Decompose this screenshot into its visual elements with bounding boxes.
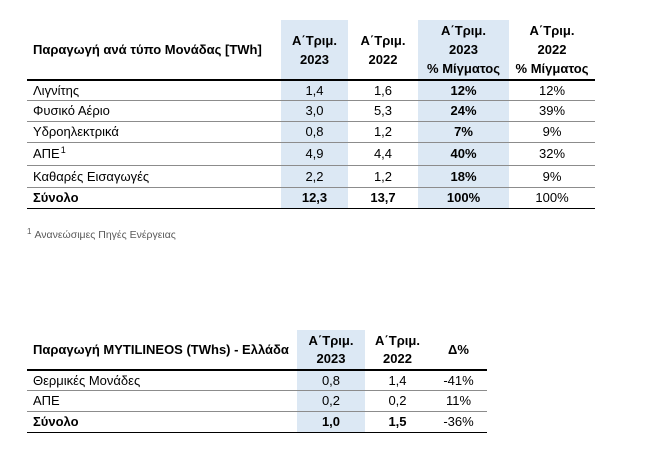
- cell-q1-2022: 13,7: [348, 187, 418, 209]
- cell-q1-2023: 4,9: [281, 142, 348, 166]
- cell-q1-2023: 0,8: [281, 121, 348, 143]
- cell-mix-q1-2023: 24%: [418, 100, 509, 122]
- header-line: Α΄Τριμ.: [375, 332, 420, 348]
- footnote-marker: 1: [27, 227, 32, 236]
- table-row: Καθαρές Εισαγωγές 2,2 1,2 18% 9%: [27, 165, 595, 188]
- header-line: 2022: [537, 42, 567, 57]
- cell-q1-2022: 4,4: [348, 142, 418, 166]
- cell-q1-2022: 1,2: [348, 121, 418, 143]
- header-line: 2023: [449, 42, 478, 57]
- column-header-q1-2023: Α΄Τριμ. 2023: [281, 20, 348, 81]
- column-header-q1-2023: Α΄Τριμ. 2023: [297, 330, 365, 371]
- cell-label: Φυσικό Αέριο: [27, 100, 281, 122]
- cell-mix-q1-2023: 12%: [418, 80, 509, 101]
- header-line: 2022: [368, 51, 398, 67]
- header-line: % Μίγματος: [515, 61, 589, 76]
- cell-mix-q1-2023: 40%: [418, 142, 509, 166]
- total-row: Σύνολο 1,0 1,5 -36%: [27, 411, 487, 433]
- cell-label: Θερμικές Μονάδες: [27, 370, 297, 391]
- cell-mix-q1-2023: 18%: [418, 165, 509, 188]
- footnote-marker: 1: [60, 145, 66, 155]
- row-label-text: ΑΠΕ: [33, 146, 60, 161]
- cell-mix-q1-2023: 100%: [418, 187, 509, 209]
- table-title: Παραγωγή ανά τύπο Μονάδας [TWh]: [27, 20, 281, 81]
- cell-label: Λιγνίτης: [27, 80, 281, 101]
- total-row: Σύνολο 12,3 13,7 100% 100%: [27, 187, 595, 209]
- header-line: Α΄Τριμ.: [308, 332, 354, 348]
- mytilineos-greece-table: Παραγωγή MYTILINEOS (TWhs) - Ελλάδα Α΄Τρ…: [27, 330, 487, 433]
- cell-q1-2022: 1,2: [348, 165, 418, 188]
- cell-label: Υδροηλεκτρικά: [27, 121, 281, 143]
- table-row: Φυσικό Αέριο 3,0 5,3 24% 39%: [27, 100, 595, 122]
- table-row: Θερμικές Μονάδες 0,8 1,4 -41%: [27, 370, 487, 391]
- table-row: Υδροηλεκτρικά 0,8 1,2 7% 9%: [27, 121, 595, 143]
- cell-mix-q1-2022: 9%: [509, 121, 595, 143]
- header-row: Παραγωγή ανά τύπο Μονάδας [TWh] Α΄Τριμ. …: [27, 20, 595, 81]
- cell-change: 11%: [430, 390, 487, 412]
- column-header-change: Δ%: [430, 330, 487, 371]
- table-row: ΑΠΕ1 4,9 4,4 40% 32%: [27, 142, 595, 166]
- header-line: Α΄Τριμ.: [529, 23, 575, 38]
- cell-q1-2022: 5,3: [348, 100, 418, 122]
- cell-mix-q1-2022: 32%: [509, 142, 595, 166]
- cell-q1-2023: 0,2: [297, 390, 365, 412]
- table-row: Λιγνίτης 1,4 1,6 12% 12%: [27, 80, 595, 101]
- header-line: 2023: [316, 350, 346, 366]
- cell-mix-q1-2022: 12%: [509, 80, 595, 101]
- cell-q1-2022: 1,5: [365, 411, 430, 433]
- column-header-q1-2022: Α΄Τριμ. 2022: [365, 330, 430, 371]
- footnote-text: Ανανεώσιμες Πηγές Ενέργειας: [34, 229, 176, 241]
- cell-change: -36%: [430, 411, 487, 433]
- table-row: ΑΠΕ 0,2 0,2 11%: [27, 390, 487, 412]
- cell-q1-2022: 1,6: [348, 80, 418, 101]
- cell-label: Σύνολο: [27, 411, 297, 433]
- cell-mix-q1-2023: 7%: [418, 121, 509, 143]
- cell-q1-2023: 3,0: [281, 100, 348, 122]
- cell-label: ΑΠΕ1: [27, 142, 281, 166]
- header-line: 2023: [300, 51, 329, 67]
- cell-mix-q1-2022: 9%: [509, 165, 595, 188]
- cell-label: Καθαρές Εισαγωγές: [27, 165, 281, 188]
- header-line: % Μίγματος: [427, 61, 500, 76]
- cell-label: Σύνολο: [27, 187, 281, 209]
- cell-q1-2023: 2,2: [281, 165, 348, 188]
- header-line: Α΄Τριμ.: [292, 32, 337, 48]
- column-header-mix-q1-2022: Α΄Τριμ. 2022 % Μίγματος: [509, 20, 595, 81]
- cell-q1-2023: 0,8: [297, 370, 365, 391]
- column-header-mix-q1-2023: Α΄Τριμ. 2023 % Μίγματος: [418, 20, 509, 81]
- header-line: Α΄Τριμ.: [441, 23, 486, 38]
- cell-mix-q1-2022: 100%: [509, 187, 595, 209]
- footnote: 1 Ανανεώσιμες Πηγές Ενέργειας: [27, 227, 176, 242]
- column-header-q1-2022: Α΄Τριμ. 2022: [348, 20, 418, 81]
- cell-q1-2023: 1,4: [281, 80, 348, 101]
- header-row: Παραγωγή MYTILINEOS (TWhs) - Ελλάδα Α΄Τρ…: [27, 330, 487, 371]
- production-by-unit-table: Παραγωγή ανά τύπο Μονάδας [TWh] Α΄Τριμ. …: [27, 20, 595, 209]
- cell-q1-2022: 0,2: [365, 390, 430, 412]
- table-title: Παραγωγή MYTILINEOS (TWhs) - Ελλάδα: [27, 330, 297, 371]
- cell-mix-q1-2022: 39%: [509, 100, 595, 122]
- header-line: 2022: [383, 350, 412, 366]
- cell-label: ΑΠΕ: [27, 390, 297, 412]
- cell-q1-2023: 1,0: [297, 411, 365, 433]
- cell-q1-2022: 1,4: [365, 370, 430, 391]
- cell-change: -41%: [430, 370, 487, 391]
- cell-q1-2023: 12,3: [281, 187, 348, 209]
- header-line: Α΄Τριμ.: [360, 32, 406, 48]
